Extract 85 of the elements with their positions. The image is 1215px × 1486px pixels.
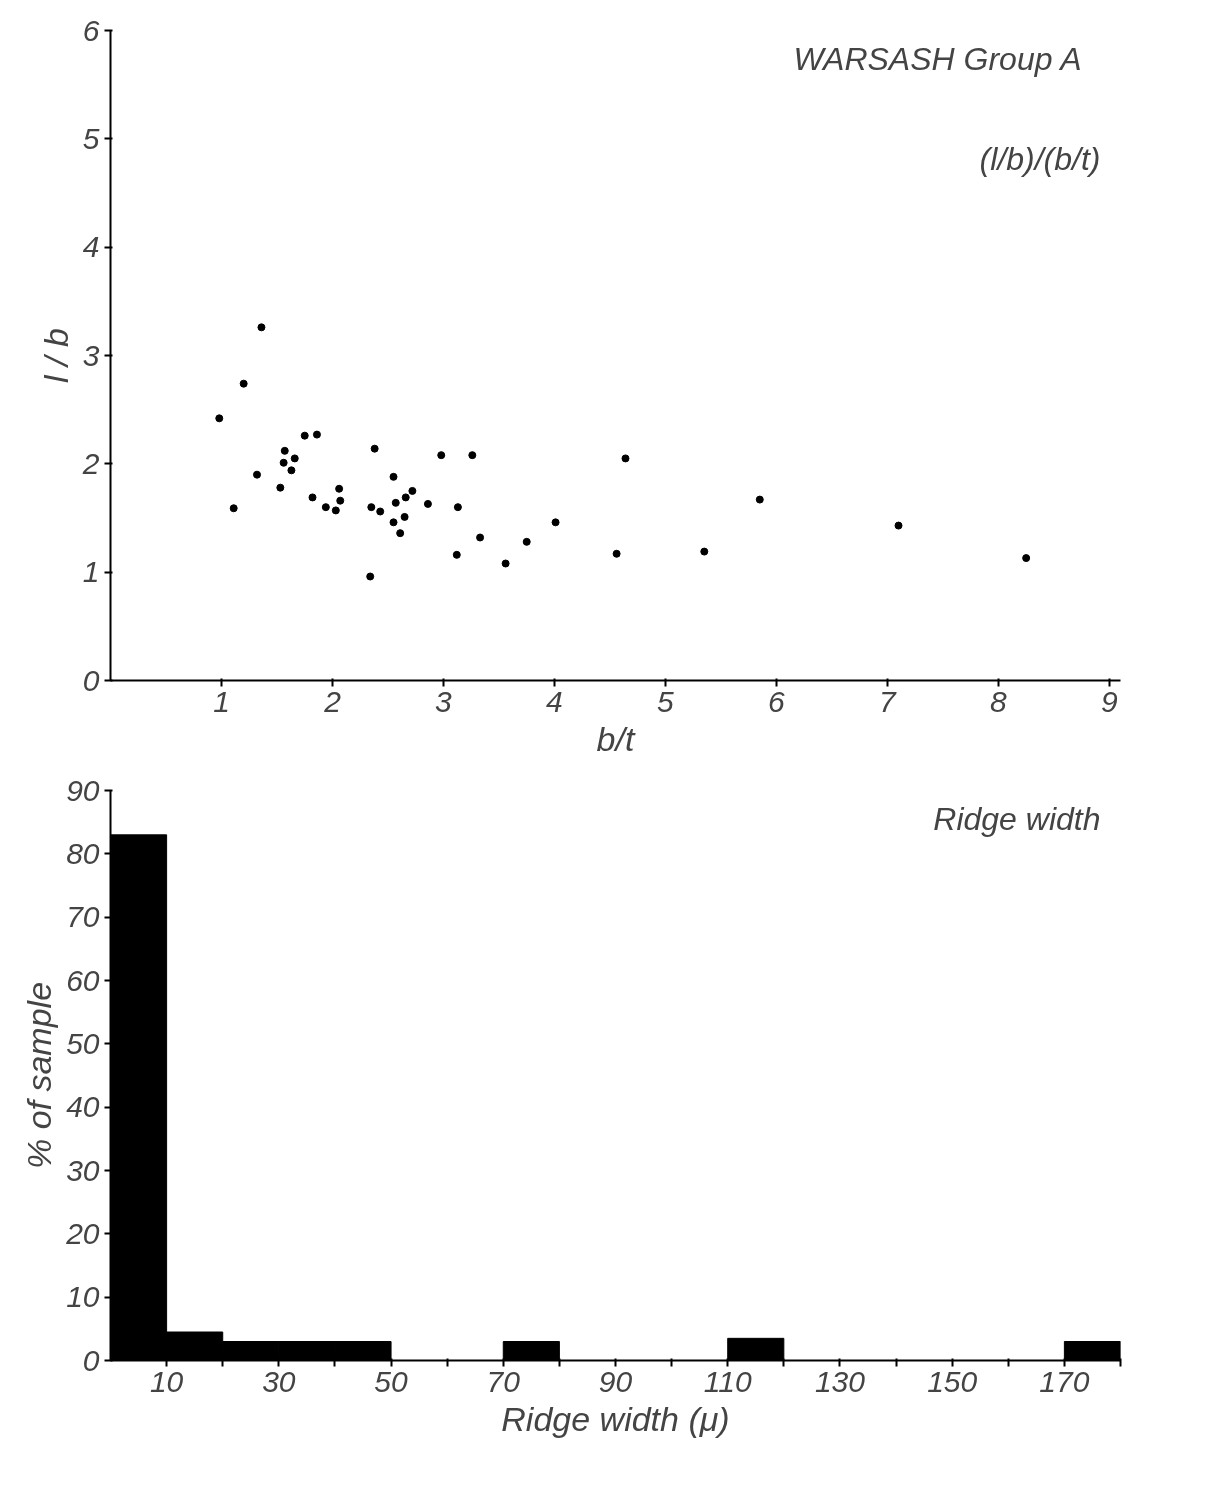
x-tick-label: 8 xyxy=(990,684,1008,718)
point xyxy=(321,503,330,512)
y-tick-label: 50 xyxy=(66,1026,100,1060)
point xyxy=(401,493,410,502)
x-tick-label: 50 xyxy=(374,1364,409,1398)
point xyxy=(279,458,288,467)
point xyxy=(468,451,477,460)
point xyxy=(300,431,309,440)
y-tick-label: 70 xyxy=(66,900,100,934)
x-tick-label: 150 xyxy=(927,1364,978,1398)
point xyxy=(551,518,560,527)
point xyxy=(366,572,375,581)
x-tick-label: 7 xyxy=(879,684,898,718)
y-tick-label: 5 xyxy=(82,121,100,155)
point xyxy=(755,495,764,504)
x-tick-label: 90 xyxy=(598,1364,633,1398)
point xyxy=(396,529,405,538)
point xyxy=(229,504,238,513)
x-tick-label: 70 xyxy=(486,1364,521,1398)
point xyxy=(894,521,903,530)
point xyxy=(376,507,385,516)
y-tick-label: 0 xyxy=(82,663,100,697)
point xyxy=(257,323,266,332)
x-tick-label: 10 xyxy=(149,1364,184,1398)
point xyxy=(280,446,289,455)
point xyxy=(290,454,299,463)
y-tick-label: 2 xyxy=(81,446,100,480)
y-tick-label: 20 xyxy=(65,1216,100,1250)
x-axis-title: b/t xyxy=(596,719,636,758)
point xyxy=(408,486,417,495)
point xyxy=(423,499,432,508)
y-tick-label: 3 xyxy=(82,338,100,372)
chart-title: WARSASH Group A xyxy=(793,40,1082,77)
y-tick-label: 6 xyxy=(82,13,100,47)
point xyxy=(331,506,340,515)
y-tick-label: 60 xyxy=(66,963,100,997)
y-tick-label: 40 xyxy=(66,1090,100,1124)
point xyxy=(437,451,446,460)
y-tick-label: 30 xyxy=(66,1153,100,1187)
x-tick-label: 170 xyxy=(1039,1364,1090,1398)
point xyxy=(335,484,344,493)
chart-title: Ridge width xyxy=(933,800,1101,837)
point xyxy=(312,430,321,439)
y-axis-title: % of sample xyxy=(20,981,59,1170)
point xyxy=(367,503,376,512)
x-tick-label: 9 xyxy=(1101,684,1119,718)
y-tick-label: 80 xyxy=(66,836,100,870)
point xyxy=(389,518,398,527)
point xyxy=(1022,554,1031,563)
x-tick-label: 1 xyxy=(213,684,230,718)
y-tick-label: 90 xyxy=(66,773,100,807)
point xyxy=(453,503,462,512)
text: (l/b)/(b/t) xyxy=(979,140,1101,177)
x-tick-label: 30 xyxy=(262,1364,296,1398)
point xyxy=(370,444,379,453)
point xyxy=(336,496,345,505)
x-tick-label: 4 xyxy=(546,684,563,718)
x-tick-label: 2 xyxy=(323,684,342,718)
point xyxy=(452,550,461,559)
x-tick-label: 6 xyxy=(768,684,786,718)
point xyxy=(308,493,317,502)
point xyxy=(522,537,531,546)
y-tick-label: 4 xyxy=(82,230,100,264)
point xyxy=(700,547,709,556)
point xyxy=(391,498,400,507)
x-tick-label: 5 xyxy=(657,684,675,718)
y-tick-label: 1 xyxy=(82,555,100,589)
point xyxy=(239,379,248,388)
x-tick-label: 3 xyxy=(435,684,453,718)
point xyxy=(287,466,296,475)
x-tick-label: 130 xyxy=(814,1364,866,1398)
y-tick-label: 0 xyxy=(82,1343,100,1377)
point xyxy=(476,533,485,542)
point xyxy=(621,454,630,463)
point xyxy=(501,559,510,568)
x-tick-label: 110 xyxy=(703,1364,752,1398)
y-axis-title: l / b xyxy=(36,328,75,383)
point xyxy=(215,414,224,423)
point xyxy=(253,470,262,479)
point xyxy=(400,512,409,521)
x-axis-title: Ridge width (μ) xyxy=(501,1399,730,1438)
y-tick-label: 10 xyxy=(66,1280,100,1314)
point xyxy=(389,472,398,481)
point xyxy=(276,483,285,492)
point xyxy=(612,549,621,558)
